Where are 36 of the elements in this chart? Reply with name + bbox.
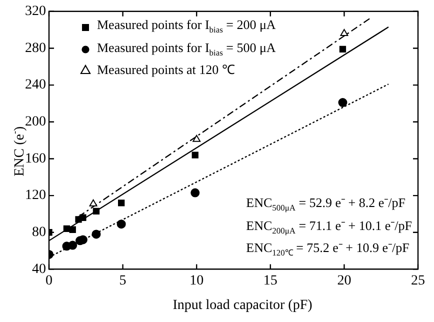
x-tick-label: 20 bbox=[337, 273, 352, 288]
legend-label: Measured points for I$_{bias}$ = 200 μA bbox=[97, 16, 276, 37]
point bbox=[89, 199, 98, 206]
y-tick-label: 240 bbox=[25, 78, 46, 93]
annotation: ENC$_{120℃}$ = 75.2 e⁻ + 10.9 e⁻/pF bbox=[246, 239, 410, 260]
y-tick-label: 40 bbox=[32, 262, 46, 277]
point bbox=[192, 134, 201, 142]
point bbox=[116, 220, 126, 229]
annotation: ENC$_{500μA}$ = 52.9 e⁻ + 8.2 e⁻/pF bbox=[246, 194, 406, 215]
point bbox=[63, 225, 70, 232]
point bbox=[80, 214, 86, 221]
legend-label: Measured points at 120 ℃ bbox=[97, 61, 235, 78]
y-tick-label: 280 bbox=[25, 40, 46, 56]
point bbox=[92, 230, 101, 239]
x-tick-label: 15 bbox=[263, 273, 278, 288]
y-tick-label: 200 bbox=[25, 114, 46, 130]
x-axis-title: Input load capacitor (pF) bbox=[172, 298, 314, 314]
point bbox=[339, 46, 346, 52]
y-tick-label: 80 bbox=[32, 225, 46, 240]
x-tick-label: 5 bbox=[119, 273, 126, 288]
point bbox=[192, 152, 198, 158]
point bbox=[118, 200, 125, 206]
point bbox=[68, 240, 78, 250]
point bbox=[338, 98, 348, 108]
y-tick-label: 160 bbox=[25, 151, 46, 166]
annotation: ENC$_{200μA}$ = 71.1 e⁻ + 10.1 e⁻/pF bbox=[246, 216, 412, 238]
x-tick-label: 0 bbox=[46, 273, 52, 288]
point bbox=[190, 188, 200, 198]
point bbox=[69, 226, 76, 233]
y-tick-label: 320 bbox=[25, 4, 46, 20]
point bbox=[92, 208, 100, 215]
point bbox=[340, 28, 348, 36]
x-tick-label: 10 bbox=[190, 273, 204, 288]
y-tick-label: 120 bbox=[25, 188, 46, 204]
legend-label: Measured points for I$_{bias}$ = 500 μA bbox=[97, 38, 276, 60]
x-tick-label: 25 bbox=[411, 273, 425, 288]
